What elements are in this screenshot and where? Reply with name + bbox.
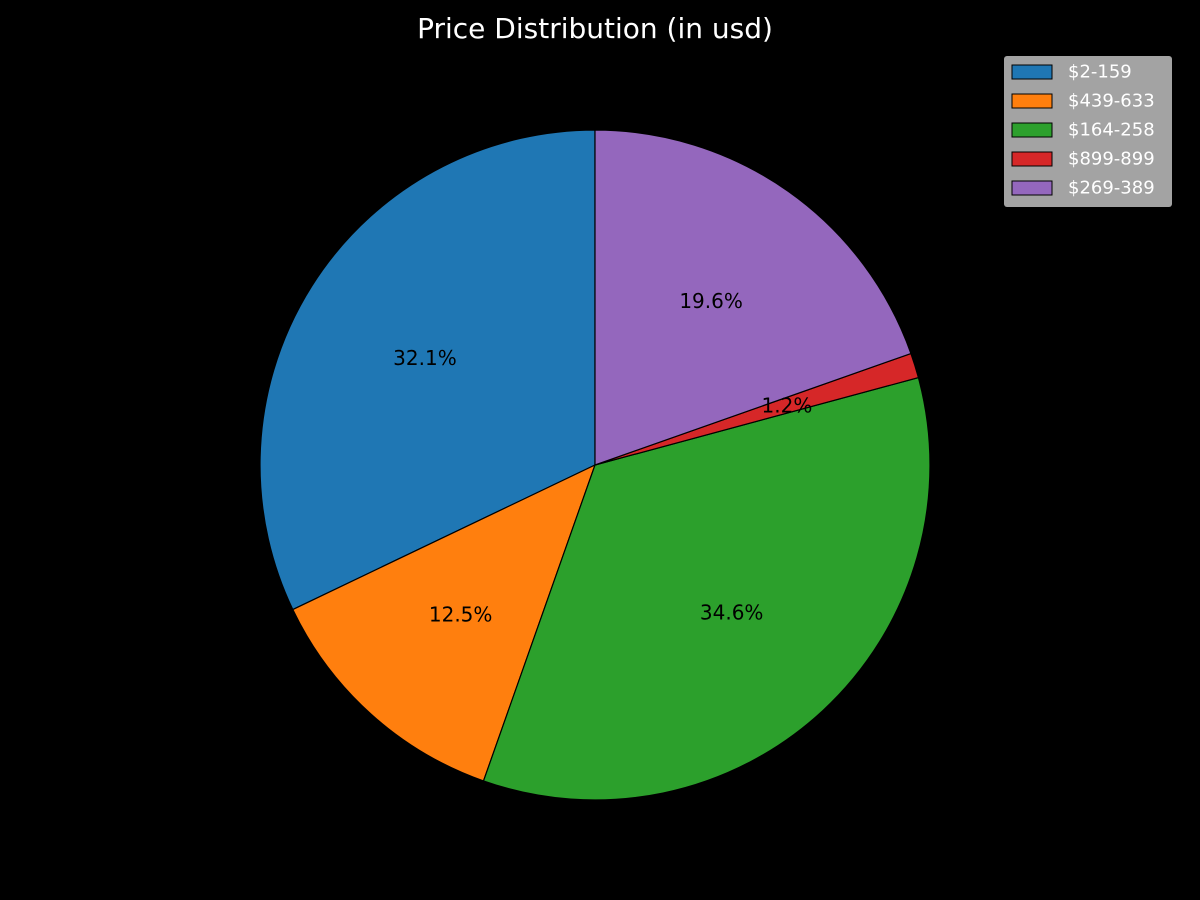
legend-swatch [1011, 122, 1053, 138]
pie-slice [259, 129, 596, 611]
slice-percent-label: 1.2% [762, 393, 813, 417]
slice-percent-label: 34.6% [700, 600, 764, 624]
slice-percent-label: 12.5% [429, 603, 493, 627]
slice-percent-label: 19.6% [679, 289, 743, 313]
legend-swatch [1011, 64, 1053, 80]
chart-title: Price Distribution (in usd) [417, 12, 773, 45]
legend-label: $164-258 [1068, 120, 1155, 141]
legend-swatch [1011, 180, 1053, 196]
slice-percent-label: 32.1% [393, 346, 457, 370]
legend-label: $899-899 [1068, 149, 1155, 170]
pie-slice [482, 376, 931, 801]
legend-label: $439-633 [1068, 91, 1155, 112]
legend-label: $2-159 [1068, 62, 1132, 83]
pie-slice [291, 463, 597, 782]
pie-slices [259, 129, 931, 801]
legend-label: $269-389 [1068, 178, 1155, 199]
pie-percent-labels: 32.1% 12.5% 34.6% 1.2% 19.6% [393, 289, 812, 627]
legend-swatch [1011, 93, 1053, 109]
legend-swatch [1011, 151, 1053, 167]
legend-items: $2-159 $439-633 $164-258 $899-899 $269-389 [1011, 62, 1155, 199]
legend: $2-159 $439-633 $164-258 $899-899 $269-389 [1004, 56, 1172, 207]
pie-slice [594, 129, 912, 466]
